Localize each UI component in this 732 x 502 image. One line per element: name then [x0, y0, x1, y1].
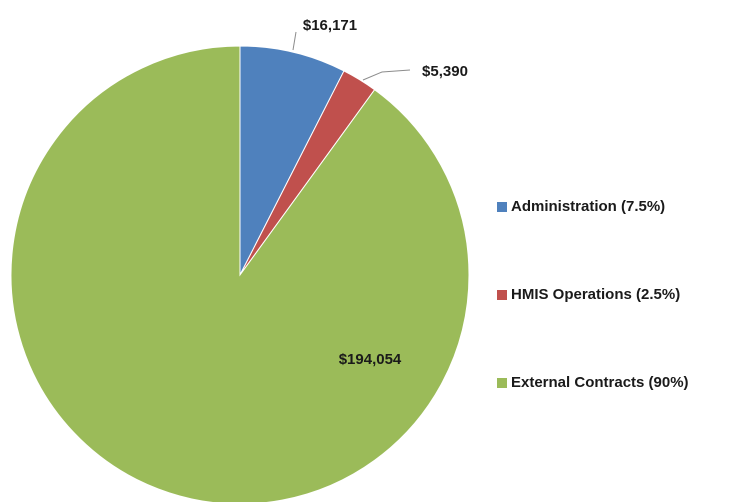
- leader-lines: [292, 31, 411, 81]
- legend-swatch: [497, 378, 507, 388]
- leader-line-administration: [292, 31, 297, 51]
- legend-item-administration: Administration (7.5%): [497, 198, 665, 215]
- legend-label: HMIS Operations (2.5%): [511, 286, 680, 303]
- legend-swatch: [497, 290, 507, 300]
- pie-slices: [10, 45, 470, 502]
- legend-swatch: [497, 202, 507, 212]
- data-labels: $16,171 $5,390 $194,054: [303, 17, 468, 368]
- data-label-external-contracts: $194,054: [339, 351, 402, 368]
- pie-slice-external-contracts: [10, 45, 470, 502]
- legend-label: Administration (7.5%): [511, 198, 665, 215]
- legend-item-external-contracts: External Contracts (90%): [497, 374, 689, 391]
- data-label-hmis-operations: $5,390: [422, 63, 468, 80]
- legend-item-hmis-operations: HMIS Operations (2.5%): [497, 286, 680, 303]
- data-label-administration: $16,171: [303, 17, 357, 34]
- leader-line-hmis-operations: [362, 69, 411, 81]
- pie-slice-administration: [239, 45, 345, 276]
- legend-label: External Contracts (90%): [511, 374, 689, 391]
- legend: Administration (7.5%) HMIS Operations (2.…: [497, 198, 689, 391]
